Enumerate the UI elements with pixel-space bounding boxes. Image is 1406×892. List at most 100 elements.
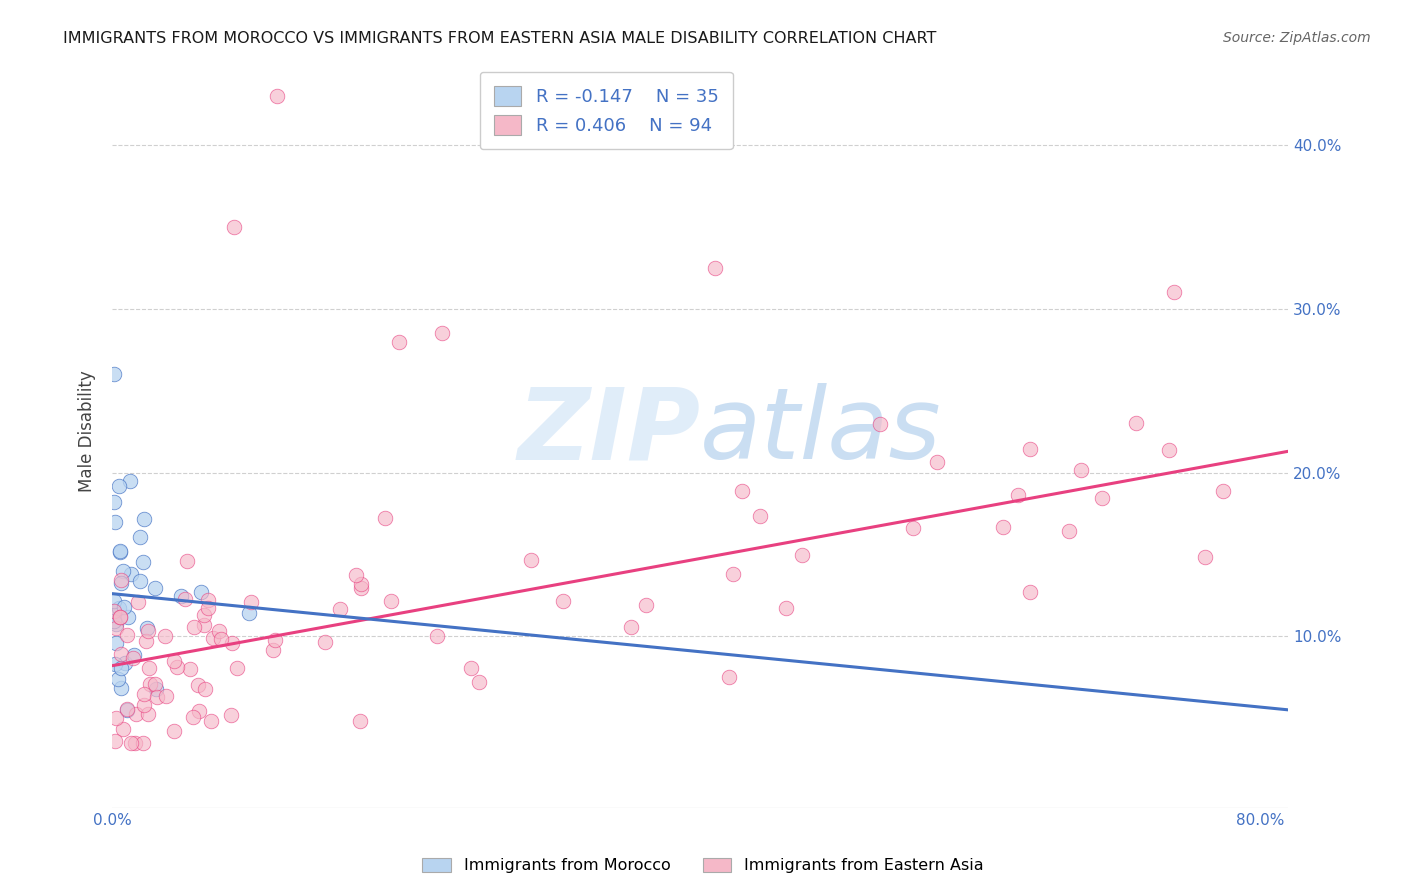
Point <box>1007 488 1029 502</box>
Point <box>460 660 482 674</box>
Point <box>350 577 373 591</box>
Point <box>166 660 188 674</box>
Point <box>110 661 132 675</box>
Point <box>134 698 156 713</box>
Point <box>170 590 193 604</box>
Point <box>110 610 132 624</box>
Point <box>110 647 132 661</box>
Point <box>163 723 186 738</box>
Point <box>122 648 145 662</box>
Point <box>105 636 128 650</box>
Point <box>1212 484 1234 499</box>
Point <box>551 594 574 608</box>
Point <box>120 736 142 750</box>
Point <box>135 634 157 648</box>
Point <box>108 610 131 624</box>
Point <box>187 678 209 692</box>
Point <box>1091 491 1114 505</box>
Point <box>1163 285 1185 300</box>
Point <box>104 711 127 725</box>
Point <box>314 635 336 649</box>
Point <box>187 704 209 718</box>
Point <box>132 511 155 525</box>
Point <box>132 736 155 750</box>
Point <box>104 657 127 671</box>
Point <box>329 602 352 616</box>
Point <box>111 565 134 579</box>
Point <box>388 334 411 349</box>
Text: Source: ZipAtlas.com: Source: ZipAtlas.com <box>1223 31 1371 45</box>
Point <box>103 604 125 618</box>
Point <box>703 260 725 275</box>
Point <box>179 662 201 676</box>
Point <box>869 417 891 432</box>
Point <box>1157 442 1180 457</box>
Point <box>239 595 262 609</box>
Point <box>219 707 242 722</box>
Point <box>115 703 138 717</box>
Point <box>128 530 150 544</box>
Point <box>110 573 132 587</box>
Point <box>200 714 222 729</box>
Point <box>426 629 449 643</box>
Point <box>1018 442 1040 456</box>
Point <box>925 455 948 469</box>
Point <box>136 707 159 722</box>
Point <box>197 601 219 615</box>
Point <box>103 594 125 608</box>
Point <box>108 600 131 615</box>
Point <box>748 509 770 524</box>
Point <box>103 604 125 618</box>
Point <box>430 326 453 341</box>
Point <box>132 687 155 701</box>
Point <box>138 661 160 675</box>
Point <box>163 654 186 668</box>
Point <box>1125 416 1147 430</box>
Point <box>114 656 136 670</box>
Point <box>108 478 131 492</box>
Point <box>120 566 142 581</box>
Point <box>105 621 128 635</box>
Point <box>194 682 217 697</box>
Point <box>107 672 129 686</box>
Point <box>108 543 131 558</box>
Point <box>349 714 371 729</box>
Point <box>1057 524 1080 538</box>
Point <box>264 633 287 648</box>
Point <box>1194 550 1216 565</box>
Point <box>135 621 157 635</box>
Point <box>1070 463 1092 477</box>
Point <box>209 632 232 646</box>
Legend: Immigrants from Morocco, Immigrants from Eastern Asia: Immigrants from Morocco, Immigrants from… <box>416 851 990 880</box>
Point <box>197 593 219 607</box>
Point <box>173 591 195 606</box>
Point <box>145 681 167 696</box>
Point <box>183 620 205 634</box>
Legend: R = -0.147    N = 35, R = 0.406    N = 94: R = -0.147 N = 35, R = 0.406 N = 94 <box>479 71 733 149</box>
Point <box>155 689 177 703</box>
Point <box>111 723 134 737</box>
Point <box>121 650 143 665</box>
Point <box>103 495 125 509</box>
Point <box>115 628 138 642</box>
Point <box>226 661 249 675</box>
Point <box>132 555 155 569</box>
Point <box>346 568 368 582</box>
Point <box>176 554 198 568</box>
Point <box>136 624 159 638</box>
Point <box>104 515 127 529</box>
Point <box>790 548 813 562</box>
Point <box>620 620 643 634</box>
Point <box>520 553 543 567</box>
Point <box>636 598 658 612</box>
Point <box>190 585 212 599</box>
Point <box>1018 585 1040 599</box>
Point <box>110 544 132 558</box>
Point <box>468 674 491 689</box>
Point <box>118 474 141 488</box>
Point <box>143 677 166 691</box>
Point <box>103 614 125 628</box>
Point <box>143 581 166 595</box>
Point <box>380 594 402 608</box>
Point <box>127 595 149 609</box>
